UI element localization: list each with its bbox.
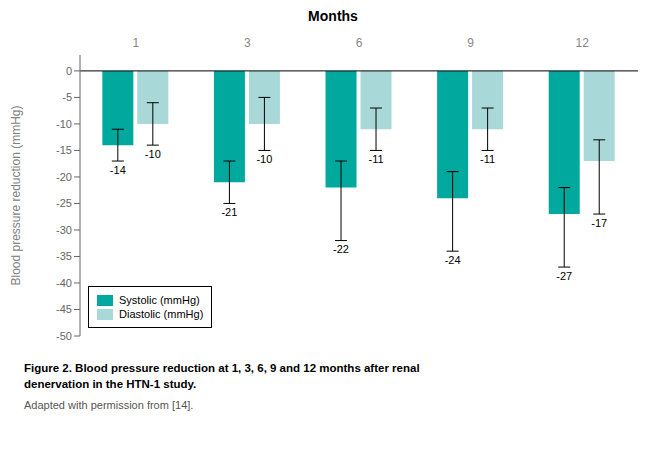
svg-text:6: 6 — [356, 36, 363, 50]
svg-text:-14: -14 — [110, 164, 126, 176]
svg-text:Blood pressure reduction (mmHg: Blood pressure reduction (mmHg) — [9, 105, 23, 285]
svg-text:-35: -35 — [56, 250, 72, 262]
svg-text:-10: -10 — [256, 153, 272, 165]
svg-text:-10: -10 — [145, 148, 161, 160]
svg-text:-22: -22 — [333, 243, 349, 255]
svg-text:-25: -25 — [56, 197, 72, 209]
svg-text:-50: -50 — [56, 330, 72, 342]
html-text:Systolic (mmHg): Systolic (mmHg) — [119, 294, 200, 306]
html-text:denervation in the HTN-1 study: denervation in the HTN-1 study. — [24, 378, 197, 391]
html-text:Diastolic (mmHg): Diastolic (mmHg) — [119, 308, 204, 320]
svg-text:-10: -10 — [56, 118, 72, 130]
svg-text:0: 0 — [66, 65, 72, 77]
svg-text:-11: -11 — [368, 153, 383, 165]
html-text:Adapted with permission from [: Adapted with permission from [14]. — [24, 399, 194, 412]
svg-text:-24: -24 — [445, 254, 461, 266]
svg-text:-20: -20 — [56, 171, 72, 183]
svg-text:-17: -17 — [591, 217, 607, 229]
svg-text:-30: -30 — [56, 224, 72, 236]
svg-text:-21: -21 — [221, 206, 237, 218]
svg-text:-45: -45 — [56, 303, 72, 315]
svg-text:-27: -27 — [556, 270, 572, 282]
svg-text:3: 3 — [244, 36, 251, 50]
svg-text:9: 9 — [467, 36, 474, 50]
svg-text:12: 12 — [576, 36, 590, 50]
svg-text:1: 1 — [132, 36, 139, 50]
svg-text:-5: -5 — [62, 91, 72, 103]
html-text:Months: Months — [308, 8, 358, 24]
svg-text:-15: -15 — [56, 144, 72, 156]
html-text:Figure 2. Blood pressure reduc: Figure 2. Blood pressure reduction at 1,… — [24, 362, 420, 374]
svg-text:-40: -40 — [56, 277, 72, 289]
svg-text:-11: -11 — [480, 153, 495, 165]
